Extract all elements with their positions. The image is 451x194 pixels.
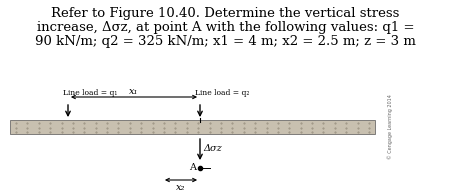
Text: x₂: x₂	[176, 183, 186, 192]
Text: x₁: x₁	[129, 87, 139, 96]
Text: Δσz: Δσz	[203, 144, 222, 153]
Text: Line load = q₂: Line load = q₂	[195, 89, 249, 97]
Bar	[10, 120, 375, 134]
Text: A: A	[189, 164, 196, 172]
Text: Refer to Figure 10.40. Determine the vertical stress: Refer to Figure 10.40. Determine the ver…	[51, 7, 400, 20]
Text: Line load = q₁: Line load = q₁	[63, 89, 117, 97]
Text: increase, Δσz, at point A with the following values: q1 =: increase, Δσz, at point A with the follo…	[37, 21, 414, 34]
Text: 90 kN/m; q2 = 325 kN/m; x1 = 4 m; x2 = 2.5 m; z = 3 m: 90 kN/m; q2 = 325 kN/m; x1 = 4 m; x2 = 2…	[35, 35, 416, 48]
Text: © Cengage Learning 2014: © Cengage Learning 2014	[387, 94, 393, 159]
